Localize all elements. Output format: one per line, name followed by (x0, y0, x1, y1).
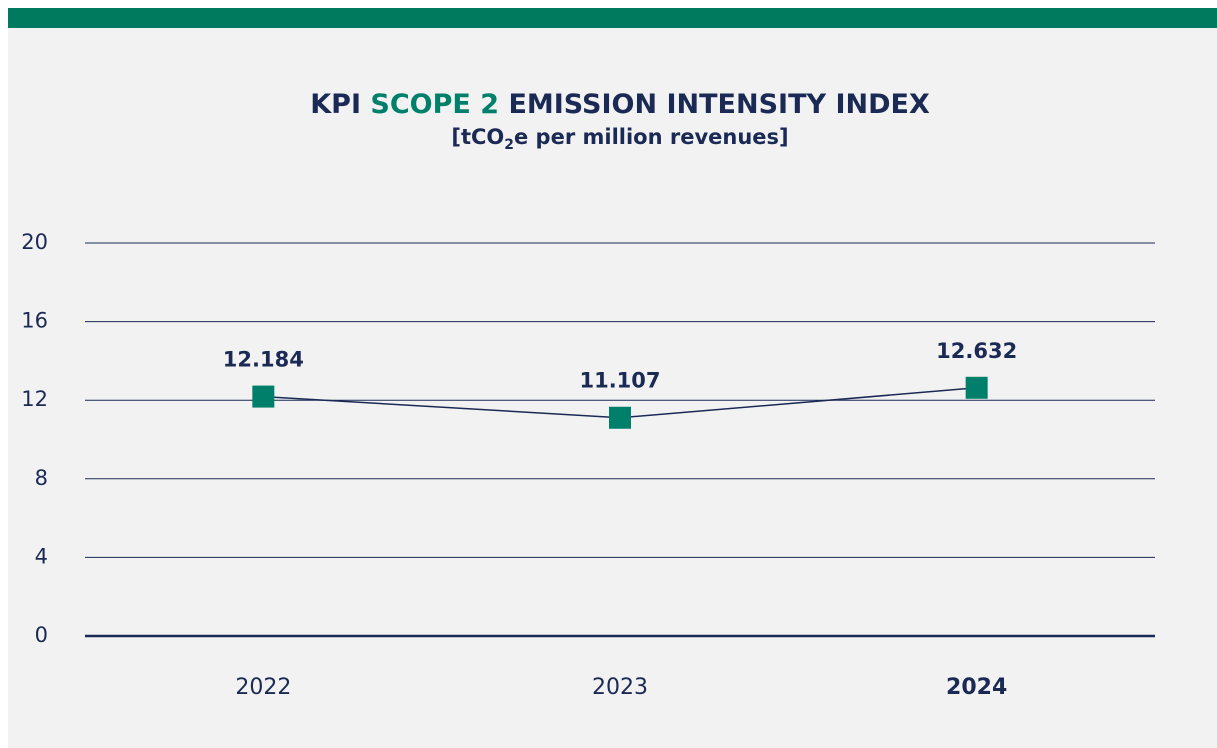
subtitle-part: 2 (504, 137, 514, 153)
y-tick-label: 16 (21, 309, 48, 333)
x-tick-label: 2022 (235, 675, 291, 700)
marker (609, 406, 631, 429)
y-tick-label: 8 (35, 466, 48, 490)
subtitle-part: e per million revenues] (514, 125, 789, 149)
top-bar (8, 8, 1217, 28)
panel (8, 8, 1217, 748)
data-label: 12.632 (936, 339, 1017, 363)
y-tick-label: 0 (35, 623, 48, 647)
y-tick-label: 4 (35, 544, 48, 568)
data-label: 12.184 (223, 348, 304, 372)
chart-subtitle: [tCO2e per million revenues] (451, 125, 788, 153)
subtitle-part: [tCO (451, 125, 504, 149)
x-tick-label: 2023 (592, 675, 648, 700)
title-part: EMISSION INTENSITY INDEX (499, 89, 930, 120)
title-part: KPI (310, 89, 370, 120)
y-tick-label: 20 (21, 230, 48, 254)
chart-title: KPI SCOPE 2 EMISSION INTENSITY INDEX (310, 89, 930, 120)
data-label: 11.107 (579, 369, 660, 393)
x-tick-label: 2024 (946, 675, 1007, 700)
marker (965, 376, 988, 399)
y-tick-label: 12 (21, 387, 48, 411)
title-part: SCOPE 2 (370, 89, 499, 120)
marker (252, 385, 275, 408)
